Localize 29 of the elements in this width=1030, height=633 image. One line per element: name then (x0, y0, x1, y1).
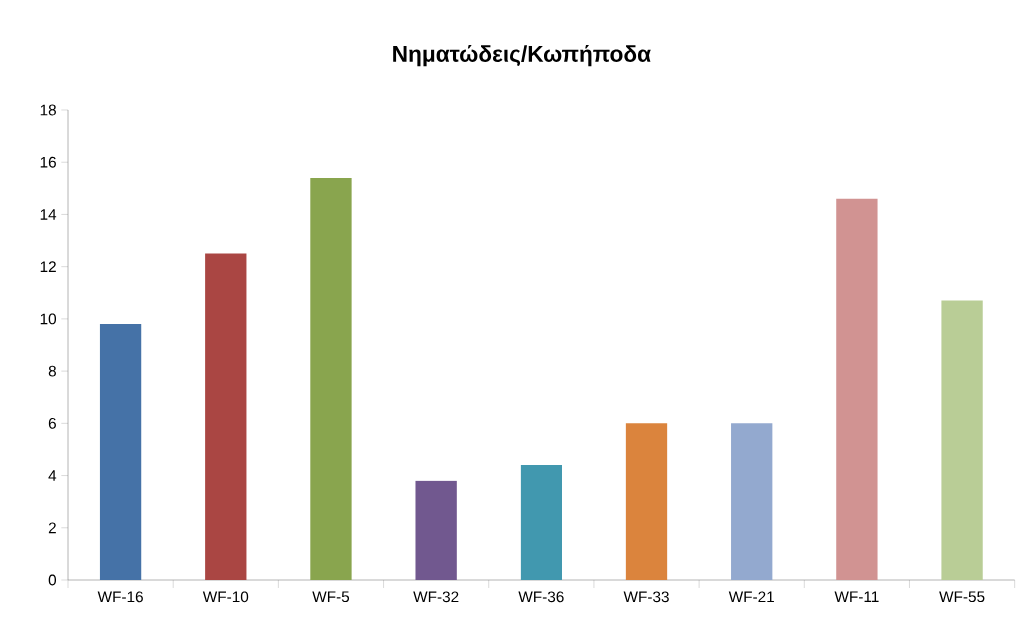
bar (731, 423, 773, 580)
x-tick-label: WF-21 (728, 591, 774, 603)
y-tick-label: 10 (40, 313, 57, 325)
y-tick-label: 12 (40, 261, 56, 273)
x-tick-label: WF-32 (413, 591, 459, 603)
x-tick-label: WF-5 (312, 591, 350, 603)
y-tick-label: 4 (48, 470, 57, 481)
x-tick-label: WF-16 (97, 591, 143, 603)
y-tick-label: 0 (48, 574, 57, 586)
bar (415, 480, 457, 580)
bar (205, 253, 247, 580)
y-tick-label: 8 (48, 365, 56, 377)
x-tick-label: WF-10 (202, 591, 249, 603)
bar (941, 300, 983, 580)
bar (520, 465, 562, 580)
bar (99, 324, 142, 580)
bar (310, 177, 352, 580)
x-tick-label: WF-36 (518, 591, 564, 603)
bar (836, 198, 878, 580)
y-tick-label: 14 (40, 209, 57, 220)
x-tick-label: WF-11 (834, 591, 879, 602)
x-tick-label: WF-55 (939, 591, 985, 603)
y-tick-label: 16 (40, 156, 56, 168)
y-tick-label: 18 (40, 104, 56, 116)
chart-title: Νηματώδεις/Κωπήποδα (393, 44, 651, 67)
x-tick-label: WF-33 (623, 591, 669, 603)
y-tick-label: 2 (48, 522, 56, 534)
bar (625, 423, 668, 580)
y-tick-label: 6 (48, 417, 56, 429)
